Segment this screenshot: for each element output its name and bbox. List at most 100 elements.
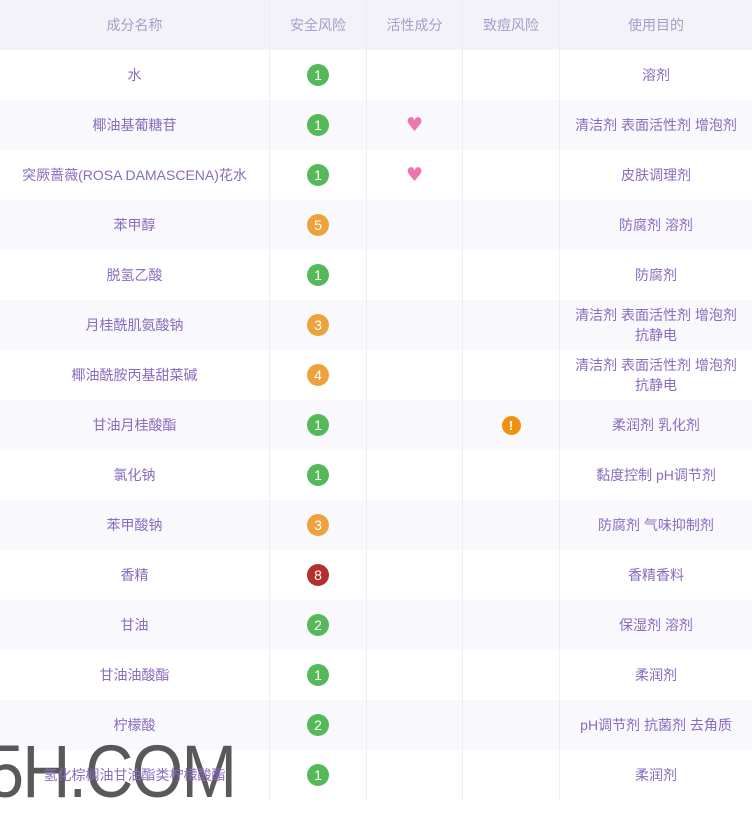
safety-badge: 8	[307, 564, 329, 586]
ingredient-name-link[interactable]: 水	[127, 67, 142, 83]
usage-purpose-text: 防腐剂 溶剂	[619, 217, 693, 233]
usage-purpose-cell: 皮肤调理剂	[560, 150, 752, 200]
usage-purpose-text: 溶剂	[642, 67, 670, 83]
acne-risk-cell	[463, 350, 560, 400]
safety-badge: 3	[307, 314, 329, 336]
acne-risk-cell	[463, 300, 560, 350]
active-ingredient-cell: ♥	[367, 150, 463, 200]
usage-purpose-text: 柔润剂 乳化剂	[612, 417, 700, 433]
acne-risk-cell	[463, 150, 560, 200]
ingredient-name-link[interactable]: 苯甲醇	[113, 217, 156, 233]
ingredient-name-cell: 氯化钠	[0, 450, 270, 500]
table-row: 甘油油酸酯 1 柔润剂	[0, 650, 752, 700]
ingredient-name-link[interactable]: 柠檬酸	[113, 717, 156, 733]
safety-badge: 1	[307, 414, 329, 436]
acne-risk-cell	[463, 200, 560, 250]
ingredient-name-cell: 苯甲酸钠	[0, 500, 270, 550]
header-active-ingredient: 活性成分	[367, 0, 463, 50]
acne-risk-cell	[463, 50, 560, 100]
ingredient-name-link[interactable]: 椰油酰胺丙基甜菜碱	[71, 367, 198, 383]
ingredient-name-cell: 水	[0, 50, 270, 100]
usage-purpose-cell: 防腐剂 溶剂	[560, 200, 752, 250]
safety-risk-cell: 1	[270, 650, 367, 700]
safety-risk-cell: 1	[270, 450, 367, 500]
ingredient-name-cell: 甘油	[0, 600, 270, 650]
ingredient-name-link[interactable]: 突厥蔷薇(ROSA DAMASCENA)花水	[22, 167, 247, 183]
usage-purpose-cell: 防腐剂 气味抑制剂	[560, 500, 752, 550]
table-header-row: 成分名称 安全风险 活性成分 致痘风险 使用目的	[0, 0, 752, 50]
safety-badge: 2	[307, 714, 329, 736]
safety-risk-cell: 3	[270, 300, 367, 350]
usage-purpose-text: 清洁剂 表面活性剂 增泡剂 抗静电	[575, 357, 737, 393]
table-row: 氯化钠 1 黏度控制 pH调节剂	[0, 450, 752, 500]
safety-badge: 1	[307, 764, 329, 786]
ingredient-name-link[interactable]: 香精	[120, 567, 149, 583]
ingredient-name-cell: 香精	[0, 550, 270, 600]
table-row: 苯甲醇 5 防腐剂 溶剂	[0, 200, 752, 250]
active-ingredient-cell	[367, 750, 463, 800]
usage-purpose-cell: 柔润剂	[560, 750, 752, 800]
usage-purpose-cell: 保湿剂 溶剂	[560, 600, 752, 650]
header-label: 成分名称	[106, 17, 163, 33]
safety-badge: 5	[307, 214, 329, 236]
ingredient-name-cell: 椰油酰胺丙基甜菜碱	[0, 350, 270, 400]
safety-badge: 3	[307, 514, 329, 536]
ingredient-name-link[interactable]: 甘油	[120, 617, 149, 633]
usage-purpose-cell: 香精香料	[560, 550, 752, 600]
active-ingredient-cell	[367, 700, 463, 750]
usage-purpose-text: 清洁剂 表面活性剂 增泡剂 抗静电	[575, 307, 737, 343]
usage-purpose-text: 黏度控制 pH调节剂	[596, 467, 716, 483]
table-row: 脱氢乙酸 1 防腐剂	[0, 250, 752, 300]
acne-risk-cell	[463, 650, 560, 700]
ingredient-name-link[interactable]: 氢化棕榈油甘油酯类柠檬酸酯	[43, 767, 226, 783]
safety-risk-cell: 2	[270, 600, 367, 650]
table-row: 氢化棕榈油甘油酯类柠檬酸酯 1 柔润剂	[0, 750, 752, 800]
usage-purpose-text: 清洁剂 表面活性剂 增泡剂	[575, 117, 737, 133]
header-ingredient-name: 成分名称	[0, 0, 270, 50]
active-ingredient-cell	[367, 400, 463, 450]
table-row: 月桂酰肌氨酸钠 3 清洁剂 表面活性剂 增泡剂 抗静电	[0, 300, 752, 350]
active-ingredient-cell	[367, 300, 463, 350]
usage-purpose-cell: 柔润剂	[560, 650, 752, 700]
ingredient-name-link[interactable]: 月桂酰肌氨酸钠	[85, 317, 184, 333]
usage-purpose-text: 皮肤调理剂	[621, 167, 691, 183]
table-row: 甘油月桂酸酯 1 ! 柔润剂 乳化剂	[0, 400, 752, 450]
ingredient-name-link[interactable]: 脱氢乙酸	[106, 267, 163, 283]
table-row: 椰油基葡糖苷 1 ♥ 清洁剂 表面活性剂 增泡剂	[0, 100, 752, 150]
safety-badge: 1	[307, 64, 329, 86]
ingredient-name-link[interactable]: 氯化钠	[113, 467, 156, 483]
usage-purpose-cell: 清洁剂 表面活性剂 增泡剂	[560, 100, 752, 150]
safety-badge: 1	[307, 464, 329, 486]
header-label: 使用目的	[628, 17, 684, 33]
ingredient-name-link[interactable]: 甘油油酸酯	[99, 667, 170, 683]
usage-purpose-text: pH调节剂 抗菌剂 去角质	[580, 717, 732, 733]
ingredient-name-link[interactable]: 甘油月桂酸酯	[92, 417, 177, 433]
ingredient-name-cell: 脱氢乙酸	[0, 250, 270, 300]
safety-badge: 1	[307, 664, 329, 686]
active-ingredient-cell	[367, 250, 463, 300]
usage-purpose-cell: 黏度控制 pH调节剂	[560, 450, 752, 500]
active-ingredient-cell	[367, 450, 463, 500]
ingredient-name-link[interactable]: 苯甲酸钠	[106, 517, 163, 533]
ingredient-name-link[interactable]: 椰油基葡糖苷	[92, 117, 177, 133]
acne-risk-cell	[463, 700, 560, 750]
active-ingredient-cell	[367, 350, 463, 400]
safety-risk-cell: 1	[270, 100, 367, 150]
acne-risk-cell	[463, 250, 560, 300]
site-watermark: 5H.COM	[0, 730, 237, 813]
ingredient-name-cell: 椰油基葡糖苷	[0, 100, 270, 150]
active-ingredient-cell	[367, 200, 463, 250]
active-ingredient-cell: ♥	[367, 100, 463, 150]
table-row: 椰油酰胺丙基甜菜碱 4 清洁剂 表面活性剂 增泡剂 抗静电	[0, 350, 752, 400]
safety-risk-cell: 1	[270, 750, 367, 800]
active-ingredient-cell	[367, 550, 463, 600]
header-safety-risk: 安全风险	[270, 0, 367, 50]
table-row: 突厥蔷薇(ROSA DAMASCENA)花水 1 ♥ 皮肤调理剂	[0, 150, 752, 200]
safety-risk-cell: 1	[270, 400, 367, 450]
safety-risk-cell: 4	[270, 350, 367, 400]
active-ingredient-cell	[367, 600, 463, 650]
safety-badge: 1	[307, 114, 329, 136]
active-ingredient-cell	[367, 650, 463, 700]
